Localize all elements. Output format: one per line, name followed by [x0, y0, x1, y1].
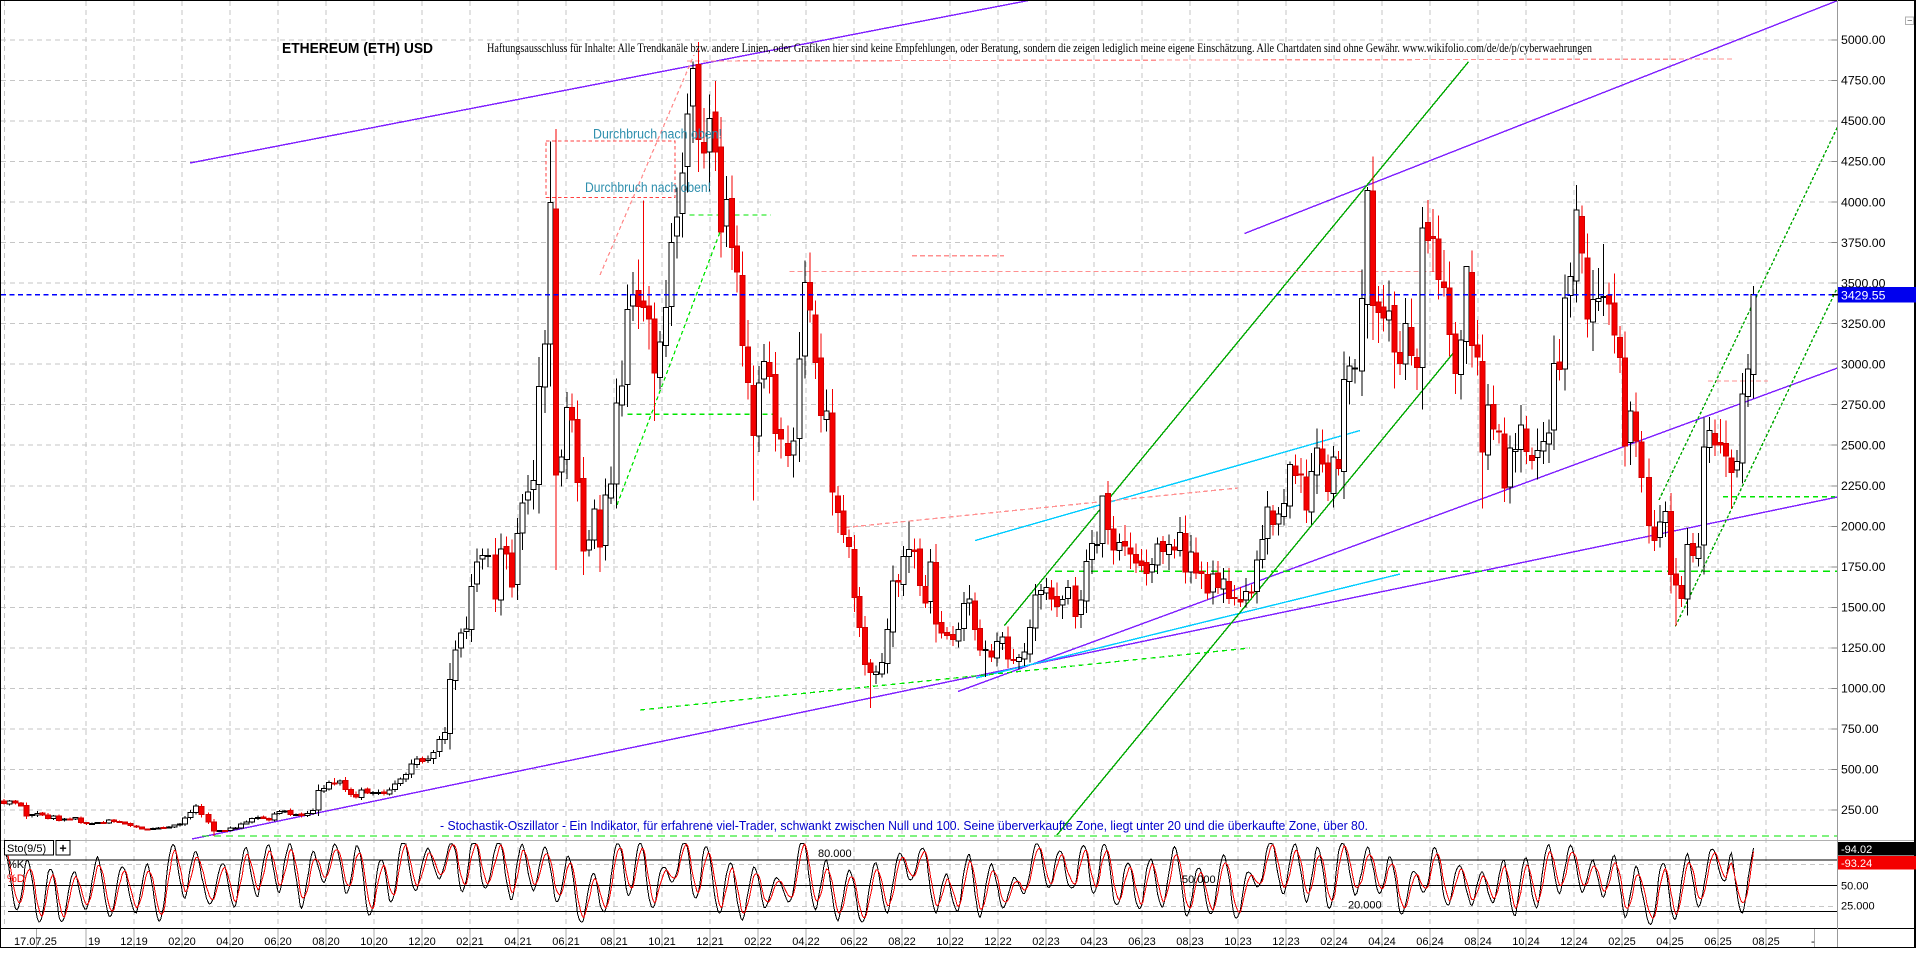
svg-text:12.24: 12.24 [1560, 936, 1588, 948]
svg-text:10.23: 10.23 [1224, 936, 1252, 948]
svg-text:10.21: 10.21 [648, 936, 676, 948]
svg-text:3000.00: 3000.00 [1841, 357, 1886, 371]
svg-text:%K: %K [7, 859, 25, 871]
svg-text:50.000: 50.000 [1182, 874, 1216, 886]
svg-text:12.23: 12.23 [1272, 936, 1300, 948]
svg-text:500.00: 500.00 [1841, 763, 1879, 777]
svg-text:06.20: 06.20 [264, 936, 292, 948]
svg-text:06.23: 06.23 [1128, 936, 1156, 948]
svg-text:-93.24: -93.24 [1841, 858, 1872, 870]
svg-text:08.23: 08.23 [1176, 936, 1204, 948]
svg-text:1500.00: 1500.00 [1841, 601, 1886, 615]
svg-text:250.00: 250.00 [1841, 803, 1879, 817]
svg-text:4750.00: 4750.00 [1841, 74, 1886, 88]
svg-text:Sto(9/5): Sto(9/5) [7, 843, 46, 855]
svg-text:25.000: 25.000 [1841, 901, 1875, 913]
svg-text:4250.00: 4250.00 [1841, 155, 1886, 169]
svg-text:06.25: 06.25 [1704, 936, 1732, 948]
svg-text:04.25: 04.25 [1656, 936, 1684, 948]
svg-text:1750.00: 1750.00 [1841, 560, 1886, 574]
svg-text:02.20: 02.20 [168, 936, 196, 948]
svg-text:Durchbruch nach oben!: Durchbruch nach oben! [585, 180, 711, 195]
svg-text:02.21: 02.21 [456, 936, 484, 948]
svg-text:1000.00: 1000.00 [1841, 682, 1886, 696]
svg-text:02.22: 02.22 [744, 936, 772, 948]
svg-text:Haftungsausschluss für Inhalte: Haftungsausschluss für Inhalte: Alle Tre… [487, 40, 1592, 55]
svg-text:1250.00: 1250.00 [1841, 641, 1886, 655]
svg-text:- Stochastik-Oszillator - Ein: - Stochastik-Oszillator - Ein Indikator,… [440, 818, 1368, 833]
svg-text:12.22: 12.22 [984, 936, 1012, 948]
svg-text:10.24: 10.24 [1512, 936, 1540, 948]
svg-text:4000.00: 4000.00 [1841, 195, 1886, 209]
svg-text:10.22: 10.22 [936, 936, 964, 948]
svg-text:08.25: 08.25 [1752, 936, 1780, 948]
svg-text:ETHEREUM (ETH) USD: ETHEREUM (ETH) USD [282, 41, 433, 57]
svg-text:04.20: 04.20 [216, 936, 244, 948]
svg-text:12.20: 12.20 [408, 936, 436, 948]
svg-text:12.21: 12.21 [696, 936, 724, 948]
svg-text:-: - [1811, 936, 1815, 948]
svg-text:02.23: 02.23 [1032, 936, 1060, 948]
svg-text:02.25: 02.25 [1608, 936, 1636, 948]
svg-text:750.00: 750.00 [1841, 722, 1879, 736]
svg-text:2500.00: 2500.00 [1841, 438, 1886, 452]
svg-text:04.22: 04.22 [792, 936, 820, 948]
svg-text:%D: %D [7, 873, 25, 885]
svg-text:2750.00: 2750.00 [1841, 398, 1886, 412]
svg-text:3429.55: 3429.55 [1841, 288, 1886, 302]
svg-text:19: 19 [88, 936, 100, 948]
svg-text:06.21: 06.21 [552, 936, 580, 948]
svg-text:02.24: 02.24 [1320, 936, 1348, 948]
svg-text:04.23: 04.23 [1080, 936, 1108, 948]
svg-text:3250.00: 3250.00 [1841, 317, 1886, 331]
svg-text:+: + [59, 842, 66, 856]
svg-text:5000.00: 5000.00 [1841, 33, 1886, 47]
svg-text:Durchbruch nach oben!: Durchbruch nach oben! [593, 127, 722, 142]
svg-text:80.000: 80.000 [818, 848, 852, 860]
svg-text:2000.00: 2000.00 [1841, 519, 1886, 533]
svg-text:08.21: 08.21 [600, 936, 628, 948]
svg-text:08.22: 08.22 [888, 936, 916, 948]
svg-text:08.20: 08.20 [312, 936, 340, 948]
svg-text:04.24: 04.24 [1368, 936, 1396, 948]
svg-text:06.24: 06.24 [1416, 936, 1444, 948]
svg-text:4500.00: 4500.00 [1841, 114, 1886, 128]
svg-text:10.20: 10.20 [360, 936, 388, 948]
svg-text:06.22: 06.22 [840, 936, 868, 948]
svg-text:17.07.25: 17.07.25 [14, 936, 57, 948]
svg-text:12.19: 12.19 [120, 936, 148, 948]
svg-text:04.21: 04.21 [504, 936, 532, 948]
svg-text:08.24: 08.24 [1464, 936, 1492, 948]
svg-text:3750.00: 3750.00 [1841, 236, 1886, 250]
svg-text:3500.00: 3500.00 [1841, 276, 1886, 290]
svg-text:2250.00: 2250.00 [1841, 479, 1886, 493]
svg-text:-94.02: -94.02 [1841, 844, 1872, 856]
svg-text:20.000: 20.000 [1348, 900, 1382, 912]
svg-text:50.00: 50.00 [1841, 881, 1869, 893]
